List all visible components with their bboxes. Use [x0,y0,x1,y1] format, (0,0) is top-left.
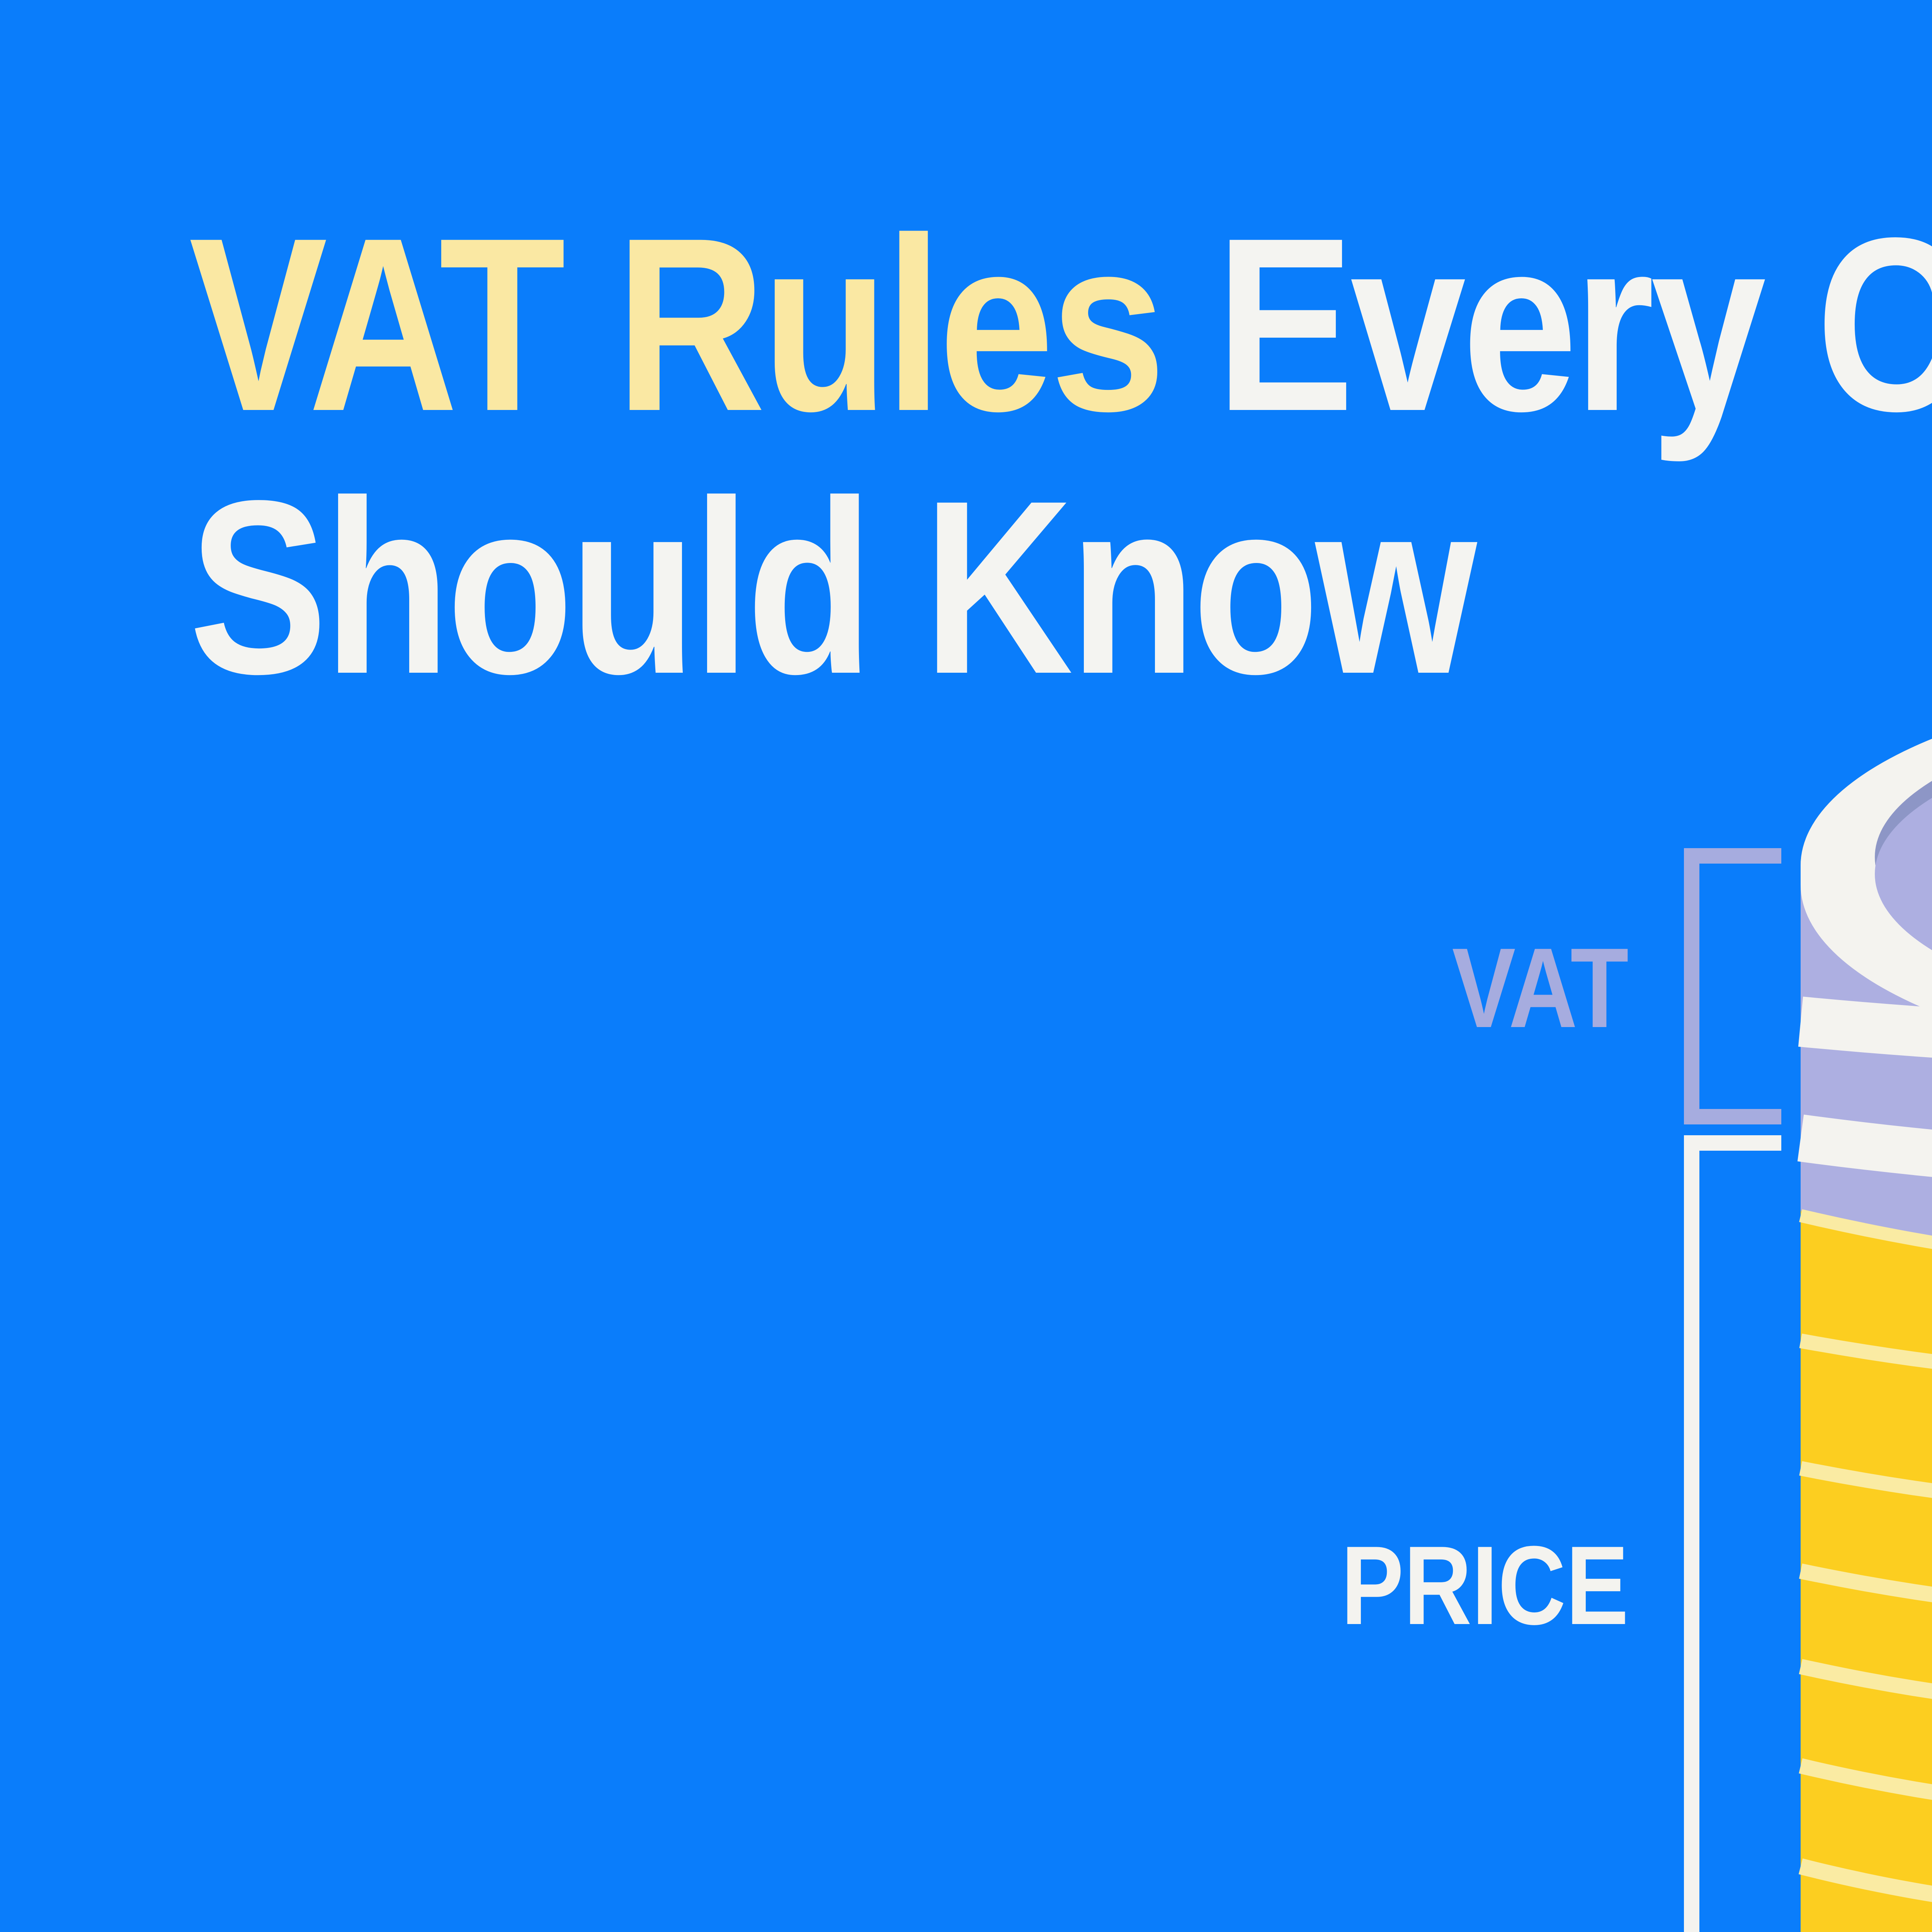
logo-wordmark: endow [325,1928,648,1932]
page-title: VAT Rules Every Creator Should Know [189,193,1932,719]
top-coin-face [1875,798,1932,950]
title-highlight: VAT Rules [189,186,1166,463]
title-line1: VAT Rules Every Creator [189,193,1932,456]
vat-label: VAT [1452,925,1629,1051]
price-label: PRICE [1341,1523,1629,1648]
title-line2: Should Know [189,449,1477,725]
vat-bracket [1684,848,1781,1124]
price-bracket [1684,1135,1781,1932]
coin-separator-arc [1798,997,1932,1058]
title-rest: Every Creator [1216,186,1932,463]
